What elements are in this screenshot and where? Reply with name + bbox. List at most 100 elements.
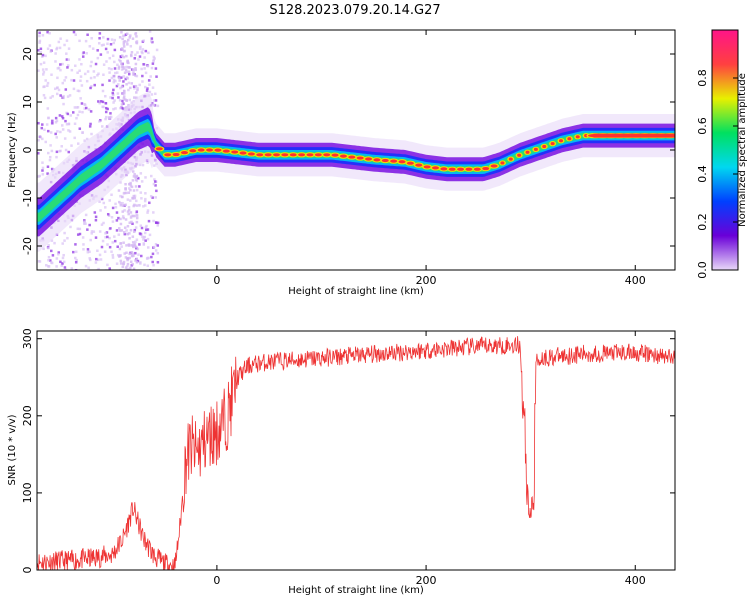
noise-pixel xyxy=(128,98,132,102)
noise-pixel xyxy=(121,107,125,110)
noise-pixel xyxy=(135,96,138,99)
noise-pixel xyxy=(120,229,124,232)
noise-pixel xyxy=(87,266,90,270)
noise-pixel xyxy=(111,96,114,100)
noise-pixel xyxy=(124,191,128,195)
noise-pixel xyxy=(48,155,52,159)
noise-pixel xyxy=(46,81,50,85)
noise-pixel xyxy=(133,228,137,232)
noise-pixel xyxy=(66,64,70,67)
noise-pixel xyxy=(123,191,126,195)
y-tick-label: 100 xyxy=(21,482,34,503)
noise-pixel xyxy=(77,142,80,145)
noise-pixel xyxy=(149,194,153,198)
noise-pixel xyxy=(114,202,117,206)
spectral-peak xyxy=(273,153,281,157)
noise-pixel xyxy=(148,30,152,33)
noise-pixel xyxy=(80,84,84,87)
noise-pixel xyxy=(113,38,116,42)
noise-pixel xyxy=(124,218,128,221)
noise-pixel xyxy=(128,256,131,260)
noise-pixel xyxy=(84,106,88,110)
noise-pixel xyxy=(132,85,136,88)
noise-pixel xyxy=(104,110,108,114)
noise-pixel xyxy=(66,66,69,69)
noise-pixel xyxy=(109,96,112,99)
noise-pixel xyxy=(121,204,125,207)
noise-pixel xyxy=(68,130,72,133)
noise-pixel xyxy=(84,264,88,268)
noise-pixel xyxy=(138,185,141,188)
noise-pixel xyxy=(116,245,119,248)
noise-pixel xyxy=(89,110,93,113)
x-tick-label: 200 xyxy=(416,574,437,587)
noise-pixel xyxy=(76,227,80,231)
noise-pixel xyxy=(98,120,101,123)
noise-pixel xyxy=(129,199,132,202)
noise-pixel xyxy=(57,66,61,70)
spectral-peak xyxy=(189,149,197,153)
noise-pixel xyxy=(122,75,126,78)
noise-pixel xyxy=(106,235,109,239)
noise-pixel xyxy=(81,110,84,114)
noise-pixel xyxy=(64,268,68,270)
noise-pixel xyxy=(72,30,76,34)
noise-pixel xyxy=(146,64,150,68)
noise-pixel xyxy=(98,253,102,257)
noise-pixel xyxy=(133,57,137,60)
noise-pixel xyxy=(122,55,126,59)
noise-pixel xyxy=(133,96,136,99)
noise-pixel xyxy=(113,48,117,52)
spectral-peak xyxy=(214,148,222,152)
noise-pixel xyxy=(41,161,44,164)
noise-pixel xyxy=(64,119,67,123)
noise-pixel xyxy=(46,107,50,110)
noise-pixel xyxy=(78,69,81,73)
noise-pixel xyxy=(81,55,85,58)
noise-pixel xyxy=(83,72,87,76)
noise-pixel xyxy=(117,65,121,69)
noise-pixel xyxy=(48,44,52,47)
colorbar-tick-label: 0.4 xyxy=(696,165,709,183)
noise-pixel xyxy=(150,37,154,40)
noise-pixel xyxy=(117,96,120,99)
noise-pixel xyxy=(76,113,80,117)
spectral-peak xyxy=(298,153,306,157)
noise-pixel xyxy=(104,232,107,235)
noise-pixel xyxy=(146,228,150,231)
noise-pixel xyxy=(125,40,129,44)
noise-pixel xyxy=(47,255,51,259)
x-tick-label: 400 xyxy=(625,574,646,587)
noise-pixel xyxy=(55,150,59,154)
noise-pixel xyxy=(148,233,152,237)
noise-pixel xyxy=(64,148,68,152)
noise-pixel xyxy=(112,78,116,82)
noise-pixel xyxy=(150,66,154,70)
noise-pixel xyxy=(90,37,93,40)
noise-pixel xyxy=(123,71,127,74)
noise-pixel xyxy=(57,88,61,92)
noise-pixel xyxy=(122,262,125,265)
noise-pixel xyxy=(128,187,131,190)
noise-pixel xyxy=(151,252,155,256)
noise-pixel xyxy=(91,47,95,50)
noise-pixel xyxy=(55,257,59,260)
noise-pixel xyxy=(118,200,121,204)
spectral-peak xyxy=(525,150,530,154)
y-tick-label: 20 xyxy=(21,47,34,61)
spectral-peak-segment xyxy=(593,133,675,138)
noise-pixel xyxy=(85,137,89,141)
noise-pixel xyxy=(148,83,151,86)
noise-pixel xyxy=(151,86,155,89)
noise-pixel xyxy=(137,58,140,61)
noise-pixel xyxy=(136,247,140,251)
noise-pixel xyxy=(133,230,136,234)
noise-pixel xyxy=(107,67,111,70)
noise-pixel xyxy=(112,80,116,84)
noise-pixel xyxy=(155,221,158,224)
noise-pixel xyxy=(135,188,139,192)
noise-pixel xyxy=(78,110,81,114)
noise-pixel xyxy=(38,34,41,38)
noise-pixel xyxy=(120,68,124,71)
noise-pixel xyxy=(62,260,66,264)
